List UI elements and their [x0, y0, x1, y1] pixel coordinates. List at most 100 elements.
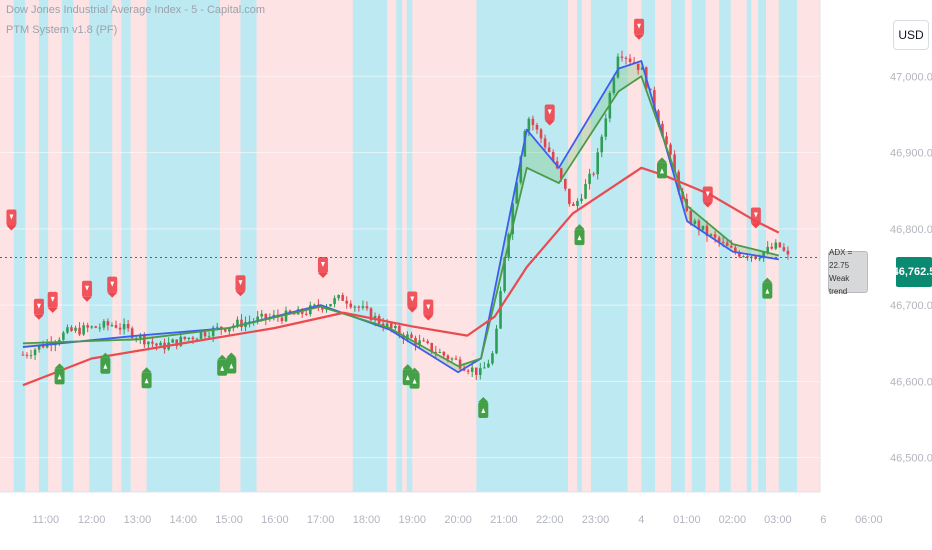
buy-signal	[226, 352, 237, 374]
candle-body	[25, 354, 29, 356]
bull-region	[121, 0, 131, 492]
x-tick-label: 20:00	[444, 514, 472, 526]
candle-body	[758, 258, 761, 260]
indicator-legend[interactable]: PTM System v1.8 (PF)	[6, 24, 118, 36]
candle-body	[592, 173, 595, 175]
buy-signal-arrow	[656, 157, 667, 163]
candle-body	[155, 343, 158, 346]
x-tick-label: 23:00	[582, 514, 610, 526]
candle-body	[474, 367, 478, 375]
candle-body	[398, 326, 401, 335]
buy-signal-arrow	[54, 363, 65, 369]
bull-region	[146, 0, 220, 492]
chart-axes: 46,500.0 46,600.0 46,700.0 46,800.0 46,900.0…	[0, 0, 932, 526]
up-arrow-icon	[229, 363, 234, 369]
buy-signal-arrow	[574, 224, 585, 230]
candle-body	[349, 303, 353, 308]
y-tick-label: 46,500.0	[890, 453, 932, 465]
candle-body	[653, 90, 656, 111]
last-price-tag: 46,762.5	[893, 257, 932, 287]
candle-body	[636, 63, 640, 70]
candle-body	[134, 338, 138, 340]
down-arrow-icon	[36, 303, 41, 309]
candle-body	[539, 129, 543, 139]
bull-region	[61, 0, 74, 492]
up-arrow-icon	[481, 407, 486, 413]
adx-label: ADX = 22.75 Weak trend	[828, 248, 868, 296]
candle-body	[766, 246, 769, 253]
sell-signal	[544, 104, 555, 126]
candle-body	[693, 220, 697, 224]
candle-body	[657, 110, 660, 124]
candle-body	[215, 326, 219, 328]
candle-body	[624, 57, 628, 59]
candle-body	[118, 327, 122, 330]
bull-region	[396, 0, 403, 492]
sell-signal-arrow	[317, 273, 328, 279]
candle-body	[260, 313, 264, 317]
candle-body	[86, 325, 89, 328]
candle-body	[729, 245, 733, 248]
x-tick-label: 21:00	[490, 514, 518, 526]
buy-signal	[100, 352, 111, 374]
candle-body	[365, 306, 369, 309]
candle-body	[470, 367, 474, 372]
down-arrow-icon	[705, 191, 710, 197]
sell-signal	[107, 276, 118, 298]
candle-body	[191, 337, 195, 340]
x-tick-label: 11:00	[32, 514, 59, 526]
candle-body	[361, 306, 365, 308]
bull-region	[38, 0, 49, 492]
up-arrow-icon	[659, 168, 664, 174]
candle-body	[568, 188, 571, 204]
up-arrow-icon	[103, 363, 108, 369]
candle-body	[389, 323, 393, 329]
candle-body	[90, 326, 94, 328]
candle-body	[33, 349, 37, 356]
candle-body	[738, 252, 741, 257]
y-tick-label: 46,600.0	[890, 376, 932, 388]
bull-region	[691, 0, 706, 492]
candle-body	[612, 77, 616, 94]
symbol-legend[interactable]: Dow Jones Industrial Average Index - 5 -…	[6, 4, 266, 16]
candle-body	[531, 118, 535, 126]
buy-signal-arrow	[478, 396, 489, 402]
candle-body	[393, 326, 397, 329]
sell-signal-arrow	[235, 291, 246, 297]
buy-signal-arrow	[402, 364, 413, 370]
buy-signal-arrow	[762, 277, 773, 283]
sell-signal-arrow	[634, 34, 645, 40]
candle-body	[21, 354, 25, 356]
candle-body	[725, 242, 729, 246]
candle-body	[66, 327, 69, 333]
candle-body	[572, 203, 575, 206]
slow-ema-line	[22, 75, 779, 368]
currency-button[interactable]: USD	[893, 20, 929, 50]
candle-body	[450, 358, 454, 360]
bull-region	[577, 0, 582, 492]
buy-signal-arrow	[226, 352, 237, 358]
x-tick-label: 12:00	[78, 514, 106, 526]
candle-body	[709, 234, 713, 236]
candle-body	[547, 147, 551, 152]
candle-body	[414, 337, 417, 345]
buy-signal	[478, 396, 489, 418]
buy-signal	[54, 363, 65, 385]
up-arrow-icon	[405, 375, 410, 381]
down-arrow-icon	[637, 23, 642, 29]
candle-body	[341, 295, 344, 301]
candle-body	[673, 154, 676, 172]
bull-region	[476, 0, 569, 492]
candle-body	[345, 300, 349, 304]
candle-body	[41, 344, 45, 348]
sell-signal-arrow	[82, 296, 93, 302]
up-arrow-icon	[144, 378, 149, 384]
buy-signal	[762, 277, 773, 299]
sell-signal	[702, 186, 713, 208]
candle-body	[78, 327, 81, 335]
candle-body	[782, 247, 786, 251]
down-arrow-icon	[9, 214, 14, 220]
adx-trend: Weak trend	[829, 274, 850, 296]
up-arrow-icon	[577, 235, 582, 241]
